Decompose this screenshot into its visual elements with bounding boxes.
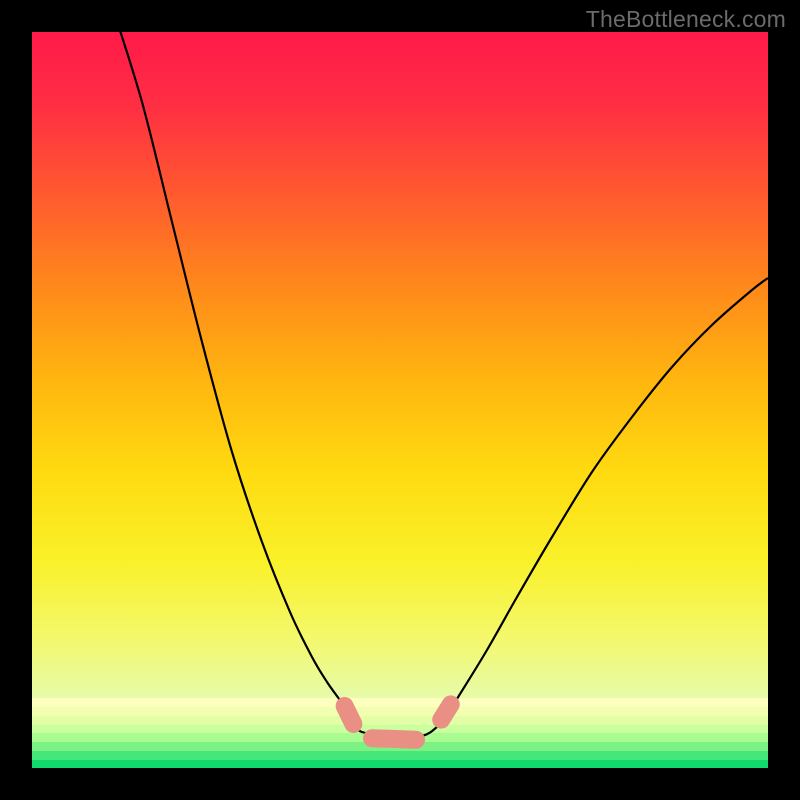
highlight-markers [333,692,464,749]
plot-area [32,32,768,768]
curve-line [114,32,768,737]
watermark-text: TheBottleneck.com [586,6,786,33]
highlight-segment [333,694,366,736]
bottleneck-curve-chart [32,32,768,768]
outer-frame: TheBottleneck.com [0,0,800,800]
highlight-segment [363,729,426,749]
